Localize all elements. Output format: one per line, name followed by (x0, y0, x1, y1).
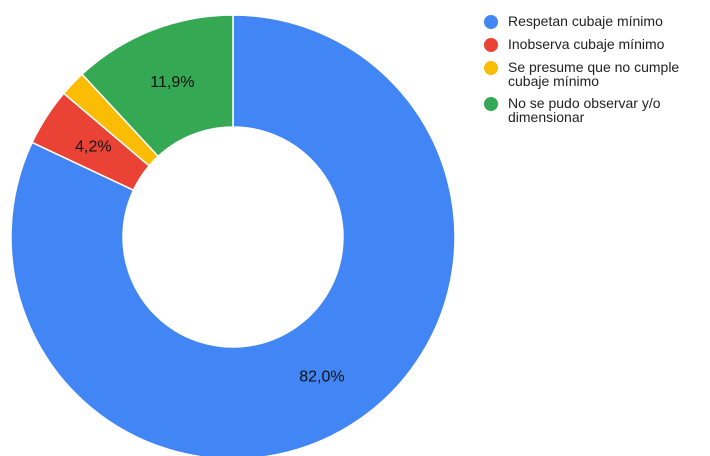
legend-swatch-inobserva (484, 38, 498, 52)
slice-respetan-cubaje-minimo[interactable] (10, 14, 456, 456)
legend-label-no-se-pudo: No se pudo observar y/o dimensionar (508, 95, 661, 125)
legend-item-no-se-pudo[interactable]: No se pudo observar y/o dimensionar (484, 95, 706, 124)
legend-item-se-presume[interactable]: Se presume que no cumple cubaje mínimo (484, 59, 706, 88)
chart-legend: Respetan cubaje mínimo Inobserva cubaje … (484, 13, 706, 131)
legend-label-se-presume: Se presume que no cumple cubaje mínimo (508, 59, 680, 89)
legend-swatch-no-se-pudo (484, 97, 498, 111)
legend-item-inobserva[interactable]: Inobserva cubaje mínimo (484, 36, 706, 52)
legend-label-inobserva: Inobserva cubaje mínimo (508, 36, 665, 52)
legend-swatch-se-presume (484, 61, 498, 75)
slice-value-label: 82,0% (299, 369, 344, 386)
legend-label-respetan: Respetan cubaje mínimo (508, 13, 663, 29)
legend-swatch-respetan (484, 15, 498, 29)
legend-item-respetan[interactable]: Respetan cubaje mínimo (484, 13, 706, 29)
slice-no-se-pudo-observar-y-o-dimensionar[interactable] (80, 14, 234, 158)
slice-value-label: 11,9% (150, 74, 194, 91)
slice-value-label: 4,2% (75, 139, 111, 156)
